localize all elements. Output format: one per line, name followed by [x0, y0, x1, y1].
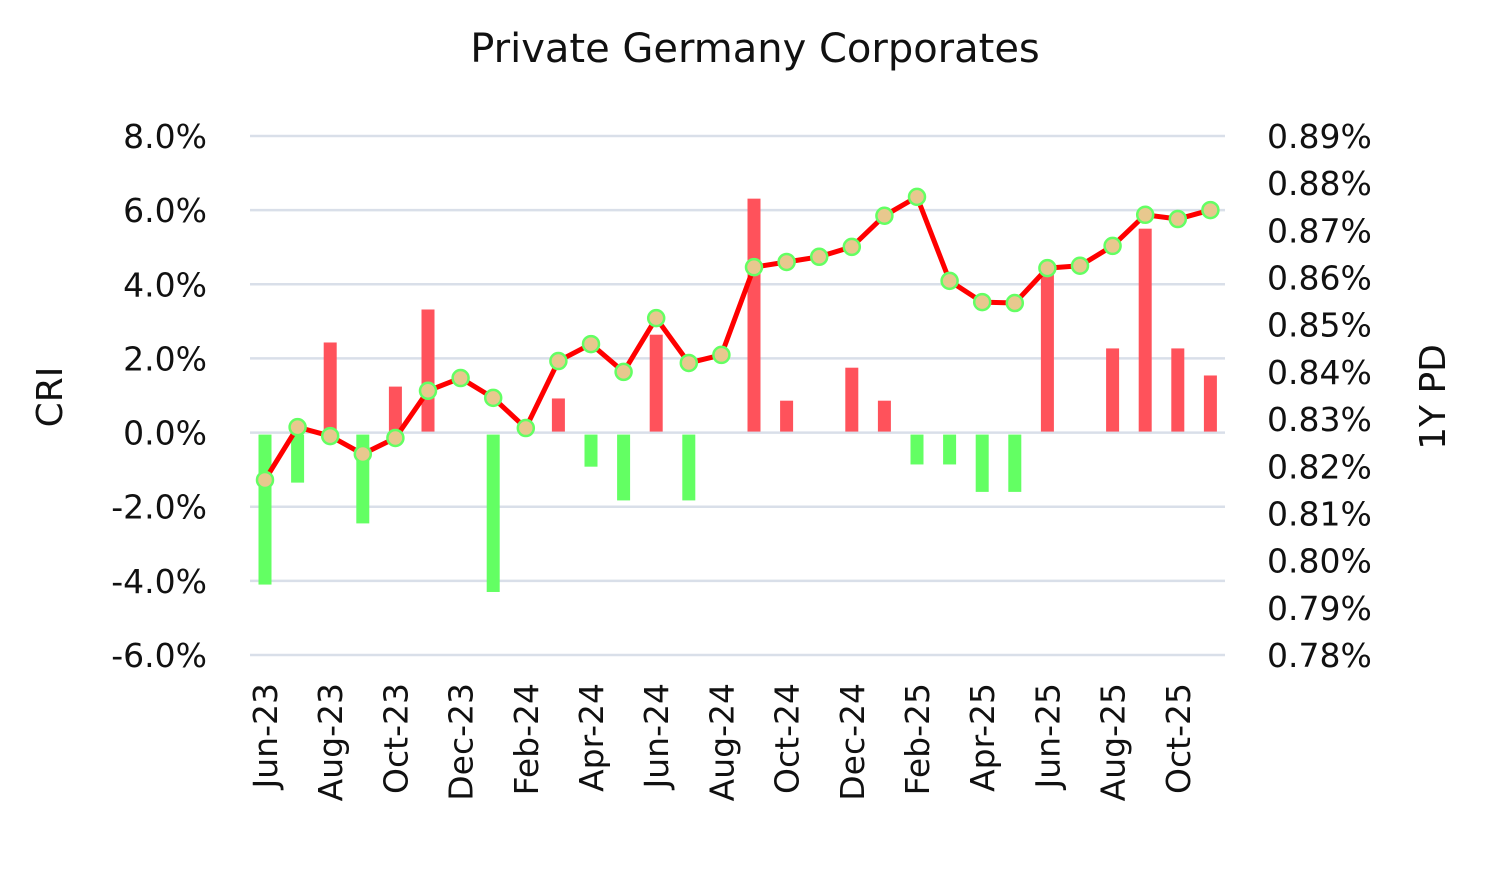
pd-marker [353, 444, 373, 464]
cri-bar [551, 398, 565, 432]
cri-bar [1008, 434, 1022, 492]
cri-bar [943, 434, 957, 465]
y-left-tick-label: -6.0% [111, 636, 207, 675]
x-tick-label: Dec-23 [442, 683, 481, 801]
x-tick-label: Jun-23 [246, 683, 285, 790]
y-right-tick-label: 0.89% [1267, 117, 1372, 156]
pd-marker [418, 381, 438, 401]
pd-marker [1201, 200, 1220, 220]
pd-marker [809, 247, 829, 267]
cri-bar [1171, 348, 1185, 432]
x-tick-label: Apr-25 [963, 683, 1002, 792]
pd-marker [1168, 209, 1188, 229]
pd-marker [1135, 205, 1155, 225]
x-tick-label: Dec-24 [833, 683, 872, 801]
x-tick-label: Aug-23 [311, 683, 350, 801]
pd-marker [744, 257, 764, 277]
x-tick-label: Oct-24 [768, 683, 807, 794]
x-tick-label: Apr-24 [572, 683, 611, 792]
cri-bar [910, 434, 924, 465]
pd-marker [646, 308, 666, 328]
cri-bar [323, 342, 337, 432]
y-left-tick-label: -4.0% [111, 562, 207, 601]
cri-bar [682, 434, 696, 501]
pd-marker [875, 206, 894, 225]
x-tick-label: Jun-24 [637, 683, 676, 790]
y-right-tick-label: 0.85% [1267, 306, 1372, 345]
cri-bar [486, 434, 500, 592]
y-right-tick-label: 0.84% [1267, 353, 1372, 392]
pd-marker [907, 187, 927, 207]
cri-bar [258, 434, 272, 585]
chart-title: Private Germany Corporates [470, 26, 1040, 72]
y-right-tick-label: 0.80% [1267, 542, 1372, 581]
x-tick-label: Aug-25 [1094, 683, 1133, 801]
cri-bar [649, 334, 663, 432]
cri-bar [584, 434, 598, 467]
cri-bar [1040, 262, 1054, 432]
cri-bar [291, 434, 305, 483]
cri-bar [1106, 348, 1120, 432]
pd-marker [516, 418, 536, 438]
cri-bar [617, 434, 631, 501]
y-left-tick-label: 8.0% [123, 117, 207, 156]
y-left-tick-label: 6.0% [123, 191, 207, 230]
x-tick-label: Oct-23 [376, 683, 415, 794]
y-left-tick-label: 4.0% [123, 265, 207, 304]
y-right-tick-label: 0.87% [1267, 211, 1372, 250]
pd-marker [1103, 236, 1122, 256]
y-right-tick-label: 0.81% [1267, 494, 1372, 533]
x-tick-label: Oct-25 [1159, 683, 1198, 794]
y-right-tick-label: 0.83% [1267, 400, 1372, 439]
y-left-tick-label: 0.0% [123, 414, 207, 453]
pd-marker [679, 353, 699, 373]
x-tick-label: Feb-24 [507, 683, 546, 795]
pd-marker [451, 368, 470, 388]
y-right-axis-label: 1Y PD [1413, 344, 1454, 450]
pd-marker [972, 292, 992, 312]
pd-marker [940, 271, 959, 291]
cri-bar [421, 309, 435, 432]
cri-bar [975, 434, 989, 492]
cri-bar [388, 386, 402, 432]
x-tick-label: Aug-24 [702, 683, 741, 801]
pd-marker [386, 428, 405, 448]
cri-bar [877, 400, 891, 432]
pd-marker [842, 237, 862, 257]
x-tick-label: Jun-25 [1028, 683, 1067, 790]
cri-bar [1203, 375, 1217, 432]
cri-bar [845, 367, 859, 432]
pd-marker [581, 334, 601, 354]
y-right-tick-label: 0.86% [1267, 259, 1372, 298]
cri-bar [1138, 228, 1152, 432]
cri-bar [747, 198, 761, 432]
y-right-tick-label: 0.79% [1267, 589, 1372, 628]
y-right-tick-label: 0.78% [1267, 636, 1372, 675]
y-left-tick-label: 2.0% [123, 339, 207, 378]
pd-marker [549, 351, 568, 371]
pd-marker [320, 426, 340, 446]
pd-line [262, 194, 1212, 482]
y-right-tick-label: 0.82% [1267, 447, 1372, 486]
pd-marker [712, 345, 731, 365]
pd-marker [483, 388, 503, 408]
cri-bar [780, 400, 794, 432]
pd-marker [777, 252, 796, 272]
pd-marker [614, 362, 633, 382]
pd-marker [255, 470, 275, 490]
y-left-tick-label: -2.0% [111, 488, 207, 527]
pd-marker [1005, 293, 1025, 313]
x-tick-label: Feb-25 [898, 683, 937, 795]
pd-marker [288, 417, 307, 437]
y-right-tick-label: 0.88% [1267, 164, 1372, 203]
pd-marker [1070, 256, 1090, 275]
y-left-axis-label: CRI [30, 367, 71, 428]
pd-marker [1038, 258, 1057, 278]
